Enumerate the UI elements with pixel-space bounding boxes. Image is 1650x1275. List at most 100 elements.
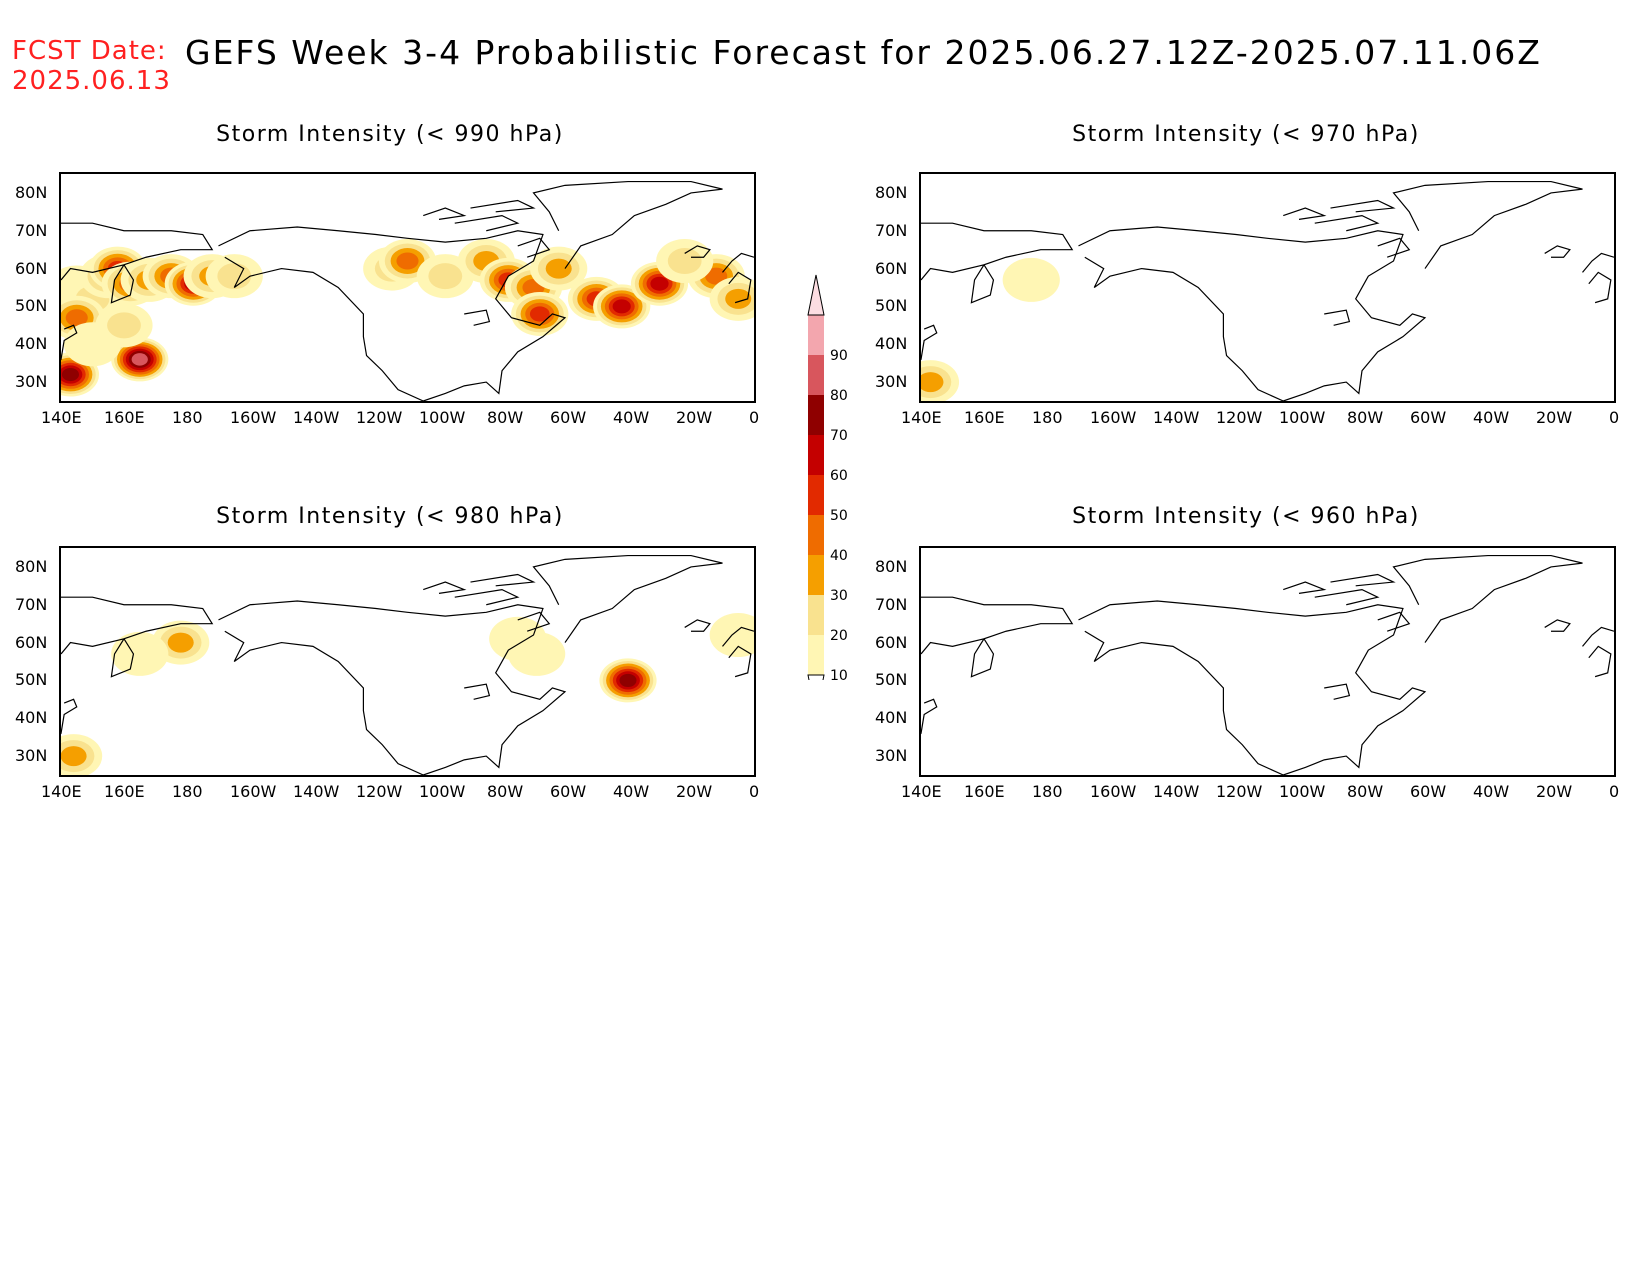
probability-contour	[667, 248, 702, 275]
probability-contour	[217, 263, 252, 290]
probability-contour	[428, 263, 463, 290]
map-canvas	[921, 180, 1614, 401]
page-title: GEFS Week 3-4 Probabilistic Forecast for…	[185, 33, 1542, 72]
lon-tick-label: 140W	[293, 408, 340, 427]
coastline	[1078, 226, 1427, 401]
coastline	[684, 619, 711, 632]
coastline	[470, 199, 536, 213]
colorbar-tick-label: 60	[830, 468, 848, 484]
probability-cell	[111, 631, 169, 676]
lat-tick-label: 80N	[15, 556, 48, 576]
lat-tick-label: 40N	[875, 708, 908, 728]
lon-tick-label: 120W	[1216, 408, 1263, 427]
lat-tick-label: 30N	[875, 746, 908, 766]
coastline	[532, 554, 723, 643]
coastline	[722, 252, 754, 273]
colorbar-swatch	[808, 315, 824, 355]
coastline	[1544, 245, 1571, 258]
lat-tick-label: 60N	[15, 258, 48, 278]
map-panel-990	[59, 172, 756, 403]
coastline	[532, 180, 723, 269]
probability-cell	[709, 276, 754, 321]
lon-tick-label: 140E	[901, 408, 942, 427]
probability-contour	[167, 632, 194, 653]
colorbar-tick-label: 10	[830, 668, 848, 680]
coastline	[61, 324, 78, 361]
colorbar-bottom-arrow	[807, 674, 825, 716]
lon-tick-label: 80W	[487, 408, 524, 427]
probability-cell	[656, 239, 714, 284]
coastline	[1588, 645, 1612, 678]
lat-tick-label: 50N	[875, 670, 908, 690]
fcst-date: 2025.06.13	[12, 66, 171, 96]
coastline	[1330, 199, 1396, 213]
lon-tick-label: 20W	[1536, 408, 1573, 427]
coastline	[454, 214, 520, 232]
map-canvas	[61, 554, 754, 775]
coastline	[1283, 581, 1327, 594]
probability-contour	[61, 367, 79, 382]
lat-tick-label: 60N	[875, 258, 908, 278]
lon-tick-label: 160E	[964, 408, 1005, 427]
probability-contour	[921, 372, 944, 393]
lat-tick-label: 80N	[875, 556, 908, 576]
coastline	[423, 207, 467, 220]
lat-tick-label: 70N	[875, 220, 908, 240]
coastline	[921, 222, 1074, 304]
colorbar-swatch	[808, 435, 824, 475]
colorbar-tick-label: 30	[830, 588, 848, 604]
lon-tick-label: 100W	[419, 782, 466, 801]
lon-tick-label: 40W	[1473, 408, 1510, 427]
colorbar-swatch	[808, 595, 824, 635]
panel-title-980: Storm Intensity (< 980 hPa)	[216, 504, 564, 529]
coastline	[921, 324, 938, 361]
coastline	[728, 645, 752, 678]
lon-tick-label: 160W	[1090, 408, 1137, 427]
coastline	[1377, 237, 1411, 258]
coastline	[921, 596, 1074, 678]
map-canvas	[921, 554, 1614, 775]
lat-tick-label: 30N	[15, 746, 48, 766]
lon-tick-label: 0	[749, 782, 760, 801]
lon-tick-label: 40W	[1473, 782, 1510, 801]
probability-cell	[511, 291, 569, 336]
map-panel-960	[919, 546, 1616, 777]
coastline	[1544, 619, 1571, 632]
probability-cell	[599, 658, 657, 703]
coastline	[684, 245, 711, 258]
lon-tick-label: 140E	[41, 782, 82, 801]
panel-title-960: Storm Intensity (< 960 hPa)	[1072, 504, 1420, 529]
probability-contour	[396, 252, 419, 270]
colorbar-tick-label: 40	[830, 548, 848, 564]
panel-title-990: Storm Intensity (< 990 hPa)	[216, 122, 564, 147]
lon-tick-label: 120W	[356, 782, 403, 801]
lon-tick-label: 20W	[676, 782, 713, 801]
coastline	[61, 698, 78, 735]
lon-tick-label: 60W	[550, 408, 587, 427]
lon-tick-label: 140W	[293, 782, 340, 801]
map-canvas	[61, 180, 754, 401]
probability-cell	[111, 337, 169, 382]
lon-tick-label: 100W	[1279, 408, 1326, 427]
probability-contour	[725, 288, 752, 309]
lon-tick-label: 40W	[613, 782, 650, 801]
lon-tick-label: 140W	[1153, 782, 1200, 801]
lat-tick-label: 40N	[15, 708, 48, 728]
coastline	[722, 626, 754, 647]
colorbar: 10 20 30 40 50 60 70 80 90	[800, 270, 880, 716]
lon-tick-label: 160E	[104, 408, 145, 427]
lon-tick-label: 0	[1609, 782, 1620, 801]
probability-cell	[61, 734, 103, 775]
colorbar-tick-label: 50	[830, 508, 848, 524]
coastline	[921, 698, 938, 735]
probability-contour	[111, 631, 169, 676]
map-panel-980	[59, 546, 756, 777]
lon-tick-label: 140W	[1153, 408, 1200, 427]
lon-tick-label: 0	[1609, 408, 1620, 427]
coastline	[1392, 180, 1583, 269]
coastline	[1324, 309, 1351, 326]
coastline	[61, 222, 214, 304]
lon-tick-label: 60W	[550, 782, 587, 801]
coastline	[1324, 683, 1351, 700]
probability-contour	[545, 258, 572, 279]
